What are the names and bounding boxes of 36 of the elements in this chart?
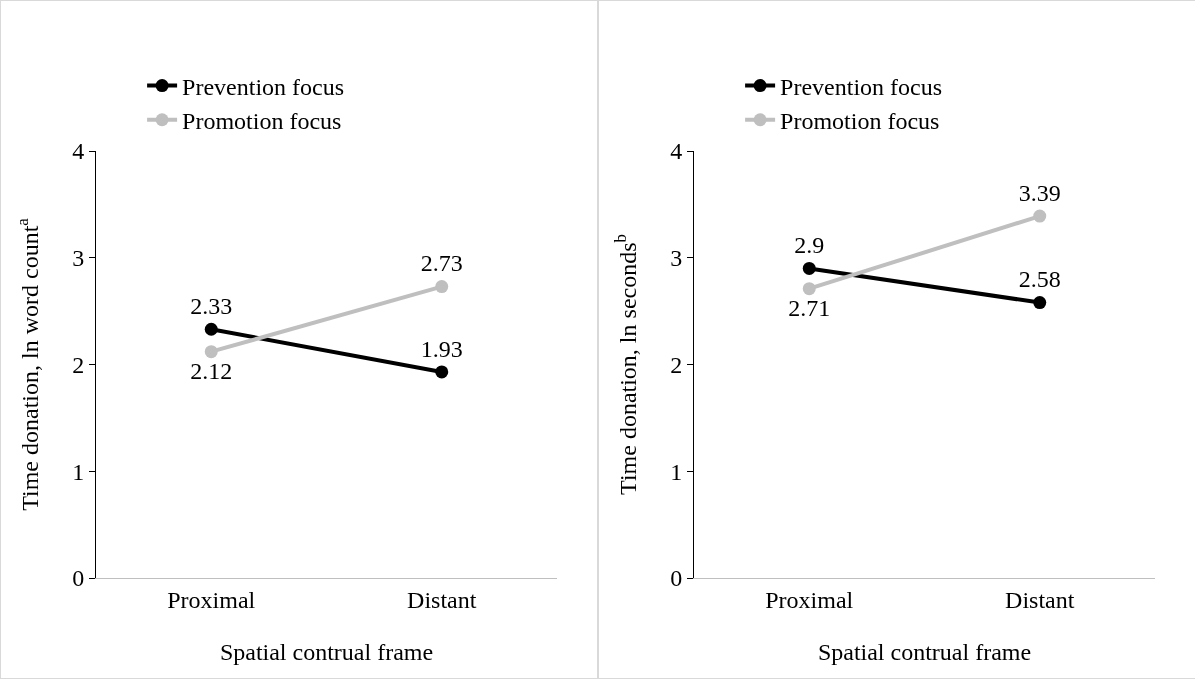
data-label: 2.71 <box>788 294 831 321</box>
x-tick-label: Distant <box>407 586 477 613</box>
point <box>1033 209 1047 223</box>
point <box>435 280 449 294</box>
x-tick-label: Proximal <box>765 586 854 613</box>
data-label: 2.9 <box>794 232 825 259</box>
y-tick-label: 2 <box>670 351 683 378</box>
data-label: 1.93 <box>420 335 463 362</box>
point <box>802 261 816 275</box>
legend-label: Promotion focus <box>182 108 342 135</box>
legend-label: Promotion focus <box>780 108 940 135</box>
x-axis-title: Spatial contrual frame <box>219 639 434 665</box>
y-tick-label: 3 <box>72 245 85 272</box>
y-tick-label: 4 <box>72 138 85 165</box>
y-tick-label: 2 <box>72 351 85 378</box>
y-tick-label: 0 <box>72 565 85 592</box>
legend-label: Prevention focus <box>780 73 943 100</box>
point <box>204 322 218 336</box>
data-label: 2.73 <box>420 250 463 277</box>
point <box>204 345 218 359</box>
y-tick-label: 3 <box>670 245 683 272</box>
point <box>435 365 449 379</box>
data-label: 2.58 <box>1018 266 1061 293</box>
y-tick-label: 1 <box>72 458 85 485</box>
legend-label: Prevention focus <box>182 73 345 100</box>
y-tick-label: 4 <box>670 138 683 165</box>
point <box>1033 296 1047 310</box>
x-axis-title: Spatial contrual frame <box>817 639 1032 665</box>
y-tick-label: 1 <box>670 458 683 485</box>
data-label: 3.39 <box>1018 179 1061 206</box>
data-label: 2.12 <box>190 357 233 384</box>
x-tick-label: Proximal <box>167 586 256 613</box>
data-label: 2.33 <box>190 293 233 320</box>
y-tick-label: 0 <box>670 565 683 592</box>
x-tick-label: Distant <box>1005 586 1075 613</box>
point <box>802 282 816 296</box>
